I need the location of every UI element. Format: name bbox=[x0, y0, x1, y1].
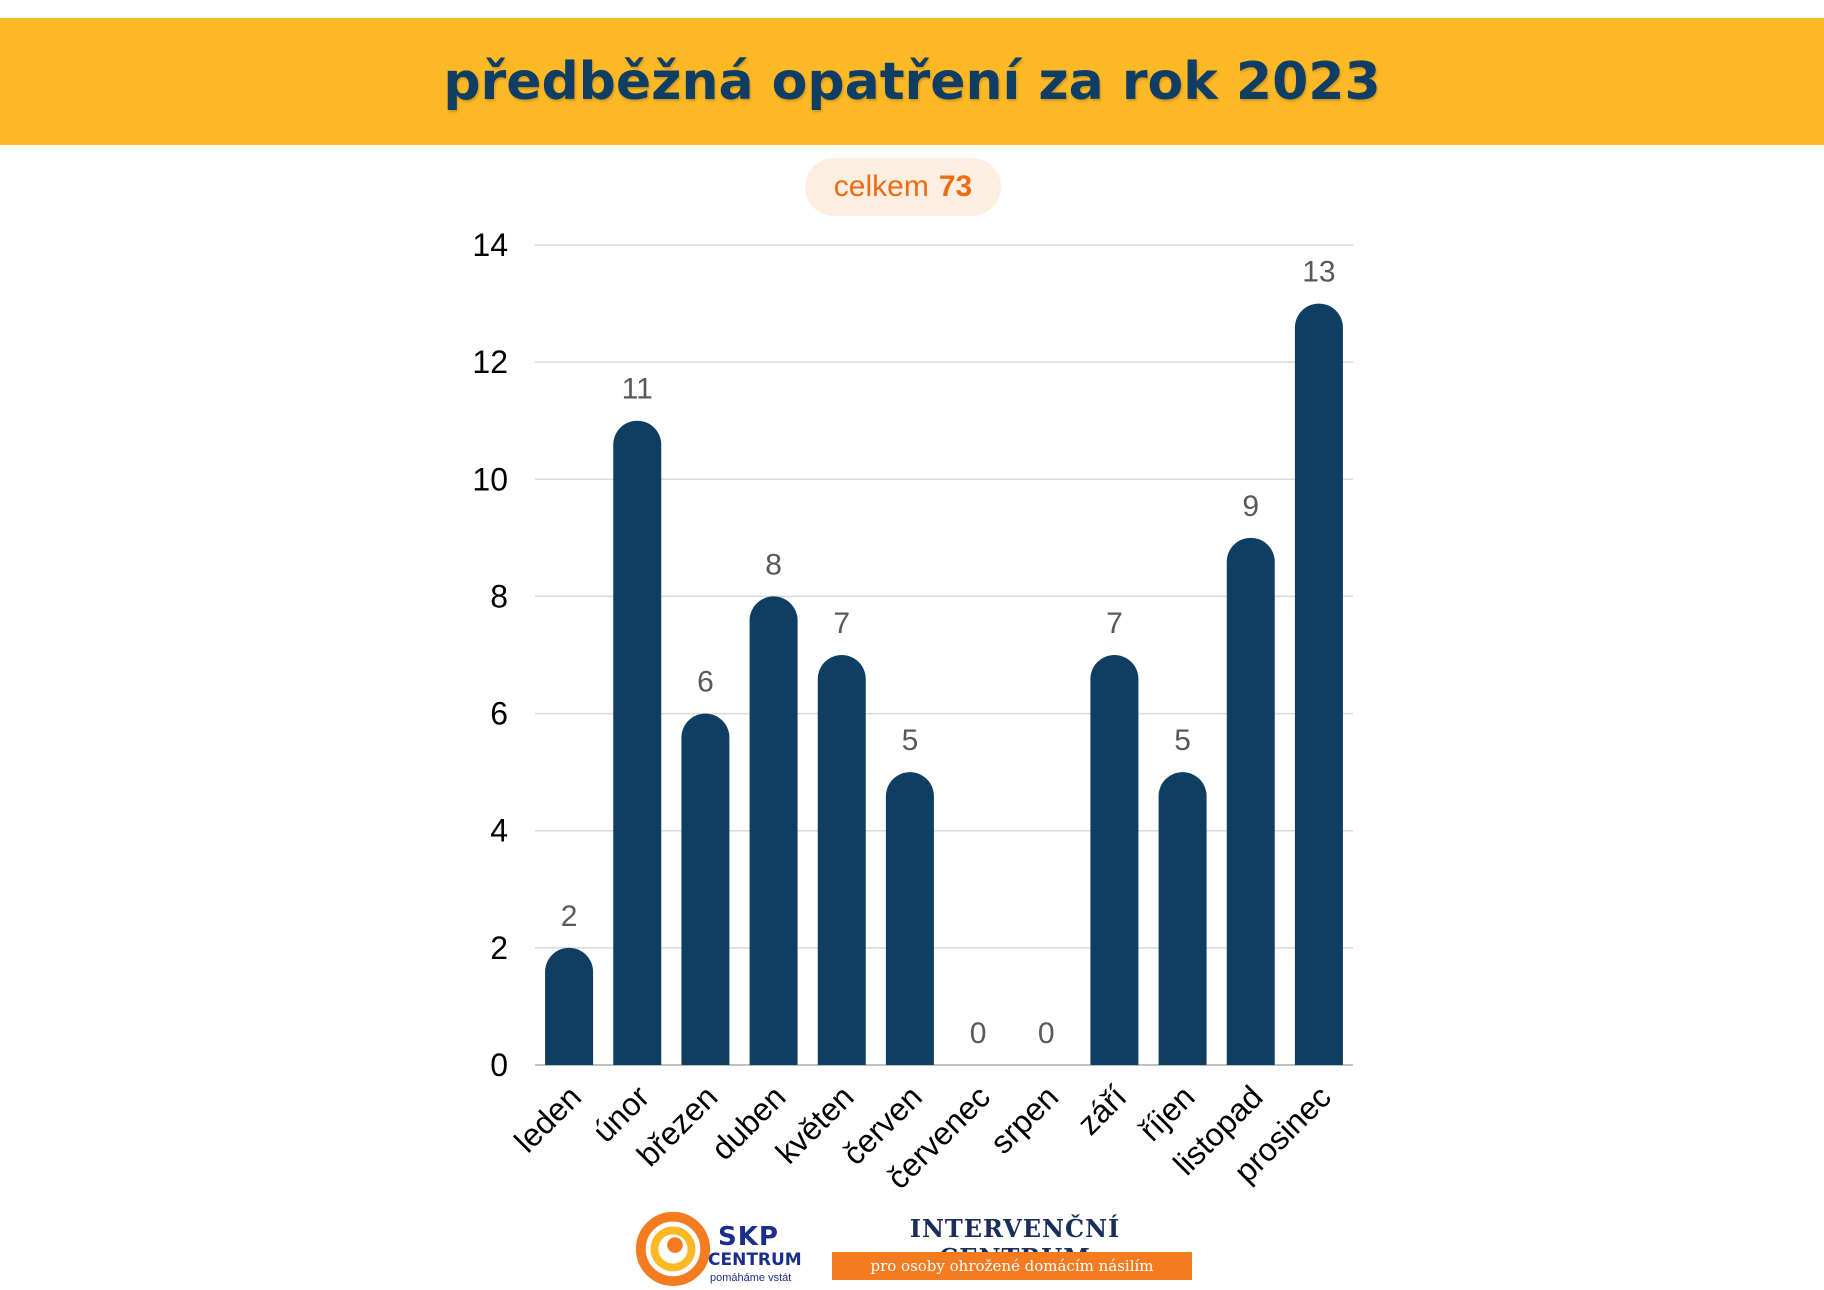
data-label-říjen: 5 bbox=[1174, 724, 1191, 757]
skp-tagline: pomáháme vstát bbox=[710, 1272, 792, 1284]
data-label-červen: 5 bbox=[902, 724, 919, 757]
bar-chart: 0 2 4 6 8 10 12 14 2 11 6 8 7 5 0 0 7 5 9 13 ledenúnorbřez… bbox=[472, 227, 1353, 1196]
data-label-březen: 6 bbox=[697, 666, 714, 699]
data-label-květen: 7 bbox=[833, 607, 850, 640]
data-label-září: 7 bbox=[1106, 607, 1123, 640]
data-label-listopad: 9 bbox=[1242, 490, 1259, 523]
x-tick-label-srpen: srpen bbox=[983, 1078, 1065, 1160]
total-badge: celkem 73 bbox=[805, 158, 1001, 216]
y-axis-ticks: 0 2 4 6 8 10 12 14 bbox=[472, 227, 508, 1083]
bar-leden bbox=[545, 947, 594, 1065]
title-banner: předběžná opatření za rok 2023 bbox=[0, 18, 1824, 145]
y-tick-label: 10 bbox=[472, 461, 508, 497]
bar-duben bbox=[749, 596, 798, 1065]
data-label-červenec: 0 bbox=[970, 1017, 987, 1050]
grid-lines bbox=[535, 244, 1353, 1066]
bar-květen bbox=[817, 655, 866, 1065]
bar-červen bbox=[885, 772, 934, 1065]
bar-říjen bbox=[1158, 772, 1207, 1065]
total-value: 73 bbox=[938, 170, 973, 203]
data-labels: 2 11 6 8 7 5 0 0 7 5 9 13 bbox=[561, 256, 1336, 1050]
page-title: předběžná opatření za rok 2023 bbox=[443, 51, 1381, 112]
data-label-leden: 2 bbox=[561, 900, 578, 933]
bar-březen bbox=[681, 713, 730, 1065]
bar-prosinec bbox=[1294, 303, 1343, 1066]
data-label-srpen: 0 bbox=[1038, 1017, 1055, 1050]
ic-tagline: pro osoby ohrožené domácím násilím bbox=[832, 1252, 1192, 1280]
skp-logo: SKP CENTRUM pomáháme vstát bbox=[630, 1204, 830, 1290]
footer-logos: SKP CENTRUM pomáháme vstát INTERVENČNÍ C… bbox=[630, 1204, 1200, 1290]
y-tick-label: 0 bbox=[490, 1047, 508, 1083]
x-axis-ticks: ledenúnorbřezendubenkvětenčervenčervenec… bbox=[507, 1078, 1338, 1196]
bar-listopad bbox=[1226, 537, 1275, 1065]
y-tick-label: 2 bbox=[490, 930, 508, 966]
total-label: celkem bbox=[833, 170, 929, 203]
y-tick-label: 8 bbox=[490, 578, 508, 614]
skp-name: SKP bbox=[718, 1222, 779, 1252]
intervencni-centrum-logo: INTERVENČNÍ CENTRUM pro osoby ohrožené d… bbox=[830, 1204, 1200, 1290]
skp-subtitle: CENTRUM bbox=[708, 1250, 802, 1270]
x-tick-label-leden: leden bbox=[507, 1078, 588, 1159]
bars bbox=[545, 303, 1343, 1066]
skp-swirl-icon bbox=[635, 1211, 711, 1286]
y-tick-label: 6 bbox=[490, 696, 508, 732]
y-tick-label: 14 bbox=[472, 227, 508, 263]
bar-únor bbox=[613, 420, 662, 1065]
bar-září bbox=[1090, 655, 1139, 1065]
data-label-duben: 8 bbox=[765, 548, 782, 581]
data-label-únor: 11 bbox=[622, 373, 653, 406]
y-tick-label: 12 bbox=[472, 344, 508, 380]
y-tick-label: 4 bbox=[490, 813, 508, 849]
data-label-prosinec: 13 bbox=[1302, 256, 1335, 289]
x-tick-label-září: září bbox=[1070, 1078, 1133, 1141]
